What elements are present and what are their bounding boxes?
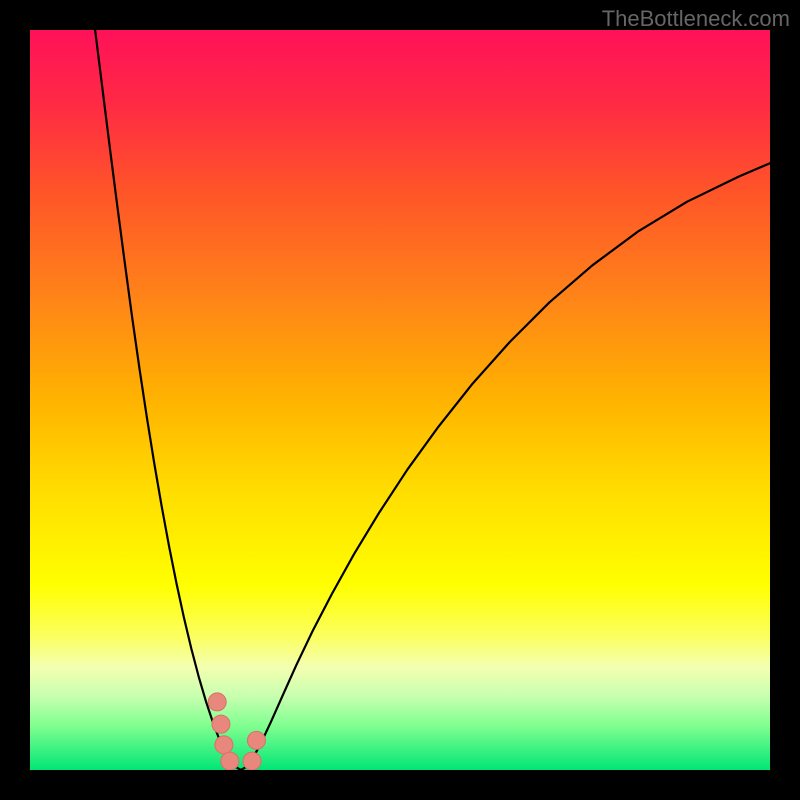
marker-point xyxy=(243,752,261,770)
plot-area xyxy=(30,30,770,770)
marker-point xyxy=(215,736,233,754)
marker-point xyxy=(221,752,239,770)
marker-point xyxy=(247,731,265,749)
chart-frame: TheBottleneck.com xyxy=(0,0,800,800)
chart-background xyxy=(30,30,770,770)
chart-svg xyxy=(30,30,770,770)
marker-point xyxy=(212,715,230,733)
watermark-label: TheBottleneck.com xyxy=(602,6,790,32)
marker-point xyxy=(208,693,226,711)
